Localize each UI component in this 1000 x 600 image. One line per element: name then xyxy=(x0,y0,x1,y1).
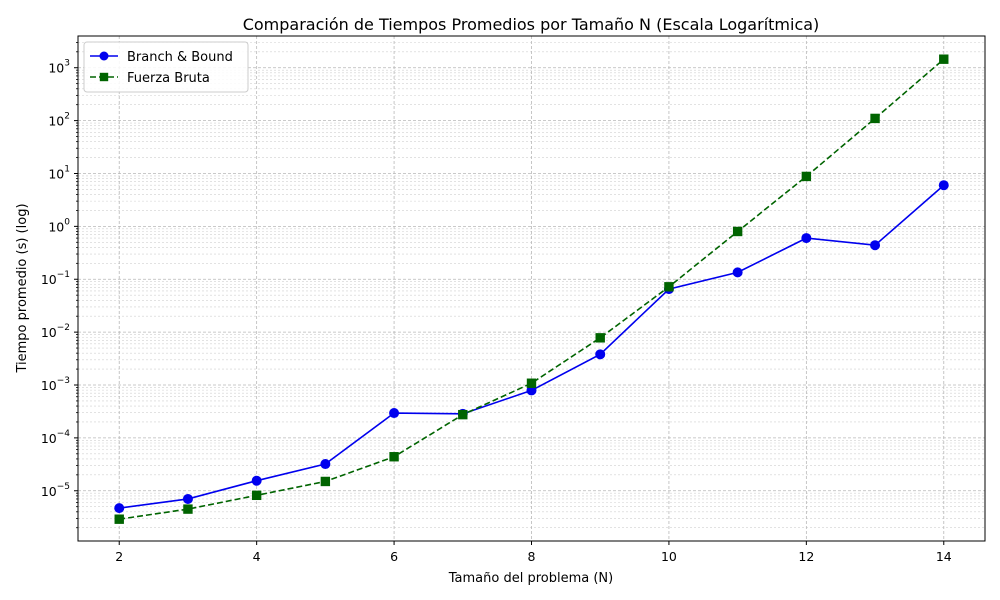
data-point-fuerza-bruta xyxy=(389,452,399,462)
x-tick-label: 14 xyxy=(936,549,952,564)
x-tick-label: 2 xyxy=(115,549,123,564)
y-tick-label: 10−1 xyxy=(41,270,70,287)
data-point-branch-bound xyxy=(251,475,262,486)
x-tick-label: 10 xyxy=(661,549,677,564)
series-layer xyxy=(114,54,949,524)
x-axis-ticks: 2 4 6 8 10 12 14 xyxy=(115,541,952,564)
data-point-fuerza-bruta xyxy=(526,378,537,388)
x-tick-label: 6 xyxy=(390,549,398,564)
y-tick-label: 10−5 xyxy=(41,482,70,499)
x-tick-label: 8 xyxy=(528,549,536,564)
legend-label: Fuerza Bruta xyxy=(127,71,210,86)
y-tick-label: 102 xyxy=(48,112,70,129)
data-point-fuerza-bruta xyxy=(939,54,949,64)
data-point-fuerza-bruta xyxy=(114,514,124,524)
legend-label: Branch & Bound xyxy=(127,50,233,65)
data-point-branch-bound xyxy=(389,408,400,419)
data-point-branch-bound xyxy=(938,180,949,191)
y-axis-label: Tiempo promedio (s) (log) xyxy=(15,203,30,373)
data-point-fuerza-bruta xyxy=(595,333,605,343)
x-tick-label: 12 xyxy=(798,549,814,564)
y-tick-label: 10−2 xyxy=(41,323,70,340)
data-point-fuerza-bruta xyxy=(320,476,331,487)
data-point-fuerza-bruta xyxy=(732,226,743,237)
data-point-branch-bound xyxy=(595,349,606,360)
data-point-branch-bound xyxy=(114,503,125,514)
data-point-fuerza-bruta xyxy=(458,409,468,420)
data-point-fuerza-bruta xyxy=(251,490,262,501)
data-point-branch-bound xyxy=(801,233,812,244)
data-point-branch-bound xyxy=(870,240,881,251)
chart-title: Comparación de Tiempos Promedios por Tam… xyxy=(243,15,820,34)
data-point-fuerza-bruta xyxy=(664,282,674,292)
data-point-fuerza-bruta xyxy=(183,504,193,514)
y-axis-ticks: 10−5 10−4 10−3 10−2 10−1 100 101 102 103 xyxy=(41,42,78,529)
data-point-branch-bound xyxy=(182,493,193,504)
data-point-fuerza-bruta xyxy=(801,171,812,182)
x-tick-label: 4 xyxy=(253,549,261,564)
y-tick-label: 101 xyxy=(48,164,70,181)
legend-marker xyxy=(99,72,109,82)
y-tick-label: 100 xyxy=(48,217,70,234)
y-tick-label: 10−3 xyxy=(41,376,70,393)
grid-minor xyxy=(78,42,985,529)
x-axis-label: Tamaño del problema (N) xyxy=(448,571,613,586)
legend-marker xyxy=(99,51,109,61)
data-point-branch-bound xyxy=(732,267,743,278)
y-tick-label: 10−4 xyxy=(41,429,70,446)
legend: Branch & Bound Fuerza Bruta xyxy=(83,41,249,93)
data-point-fuerza-bruta xyxy=(870,113,880,124)
legend-box xyxy=(83,41,249,93)
y-tick-label: 103 xyxy=(48,59,70,76)
data-point-branch-bound xyxy=(320,459,331,470)
